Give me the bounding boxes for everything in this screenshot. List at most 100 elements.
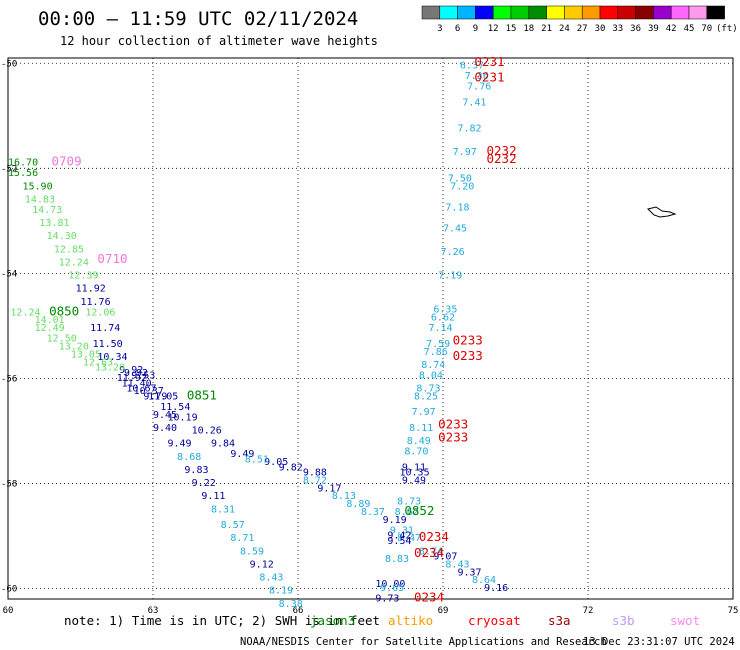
color-scale-swatch (492, 5, 512, 20)
pass-time-label: 0233 (438, 416, 468, 431)
wave-height-value: 12.49 (35, 323, 65, 334)
satellite-legend-swot: swot (670, 613, 700, 628)
wave-height-value: 10.37 (134, 386, 164, 397)
y-tick-label: -56 (1, 374, 17, 384)
wave-height-value: 14.73 (32, 205, 62, 216)
color-scale-swatch (475, 5, 494, 20)
wave-height-value: 7.20 (450, 181, 474, 192)
pass-time-label: 0709 (52, 154, 82, 169)
wave-height-value: 8.51 (245, 454, 269, 465)
wave-height-value: 8.83 (385, 554, 409, 565)
color-scale-swatch (564, 5, 583, 20)
wave-height-value: 9.54 (387, 536, 411, 547)
wave-height-value: 8.49 (407, 436, 431, 447)
wave-height-value: 6.62 (431, 313, 455, 324)
wave-height-value: 7.97 (412, 407, 436, 418)
wave-height-value: 7.45 (443, 223, 467, 234)
color-scale-swatch (457, 5, 476, 20)
pass-time-labels: 0231023102320232070907100850023302330851… (49, 54, 517, 605)
pass-time-label: 0850 (49, 303, 79, 318)
wave-height-value: 7.19 (438, 271, 462, 282)
wave-height-value: 13.29 (95, 363, 125, 374)
wave-height-value: 11.92 (76, 284, 106, 295)
wave-height-value: 7.86 (424, 347, 448, 358)
wave-height-value: 8.57 (221, 520, 245, 531)
color-scale-swatch (688, 5, 708, 20)
color-scale-tick: 6 (455, 24, 460, 34)
satellite-legend-altiko: altiko (388, 613, 433, 628)
wave-height-value: 12.24 (59, 257, 89, 268)
wave-height-value: 10.26 (192, 426, 222, 437)
x-tick-label: 66 (293, 606, 304, 616)
pass-time-label: 0233 (438, 429, 468, 444)
wave-height-value: 7.50 (448, 173, 472, 184)
y-tick-label: -50 (1, 59, 17, 69)
wave-height-value: 8.73 (397, 496, 421, 507)
wave-height-value: 9.40 (153, 423, 177, 434)
wave-height-value: 8.71 (230, 533, 254, 544)
wave-height-value: 9.88 (303, 468, 327, 479)
wave-height-value: 8.04 (419, 370, 443, 381)
pass-time-label: 0232 (487, 151, 517, 166)
wave-height-value: 9.84 (211, 439, 235, 450)
wave-height-value: 11.40 (122, 378, 152, 389)
wave-height-value: 13.81 (39, 218, 69, 229)
wave-height-value: 11.05 (148, 391, 178, 402)
x-tick-label: 75 (728, 606, 739, 616)
x-tick-label: 63 (148, 606, 159, 616)
color-scale-tick: 24 (559, 24, 570, 34)
wave-height-value: 9.49 (230, 449, 254, 460)
wave-height-value: 8.37 (361, 507, 385, 518)
wave-height-value: 8.13 (332, 491, 356, 502)
chart-subtitle: 12 hour collection of altimeter wave hei… (60, 34, 378, 48)
wave-height-value: 8.19 (269, 586, 293, 597)
wave-height-value: 7.18 (445, 202, 469, 213)
satellite-legend-s3b: s3b (612, 613, 635, 628)
wave-height-value: 15.90 (23, 181, 53, 192)
wave-height-value: 8.59 (240, 546, 264, 557)
wave-height-value: 12.50 (47, 334, 77, 345)
pass-time-label: 0234 (414, 590, 444, 605)
plot-frame (7, 57, 734, 600)
wave-height-value: 9.42 (387, 531, 411, 542)
color-scale-swatch (653, 5, 672, 20)
wave-height-value: 11.50 (93, 339, 123, 350)
axis-tick-labels: 60 63 66 69 72 75 -50 -52 -54 -56 -58 -60 (1, 59, 738, 616)
color-scale-swatch (670, 5, 690, 20)
wave-height-value: 6.37 (460, 61, 484, 72)
x-tick-label: 69 (438, 606, 449, 616)
color-scale-tick: 30 (595, 24, 606, 34)
wave-height-value: 9.92 (124, 368, 148, 379)
wave-height-value: 9.73 (375, 594, 399, 605)
color-scale-tick: 45 (684, 24, 695, 34)
wave-height-value: 10.67 (126, 384, 156, 395)
color-scale-tick: 39 (648, 24, 659, 34)
wave-height-value: 8.43 (259, 573, 283, 584)
wave-height-value: 12.63 (83, 357, 113, 368)
wave-height-value: 10.19 (168, 412, 198, 423)
wave-height-value: 9.16 (484, 583, 508, 594)
wave-height-value: 14.30 (47, 231, 77, 242)
wave-height-value: 8.68 (177, 452, 201, 463)
color-scale-swatch (706, 5, 725, 20)
satellite-legend: jason3 altiko cryosat s3a s3b swot (310, 613, 700, 628)
wave-height-value: 9.37 (458, 567, 482, 578)
wave-height-value: 7.14 (429, 323, 453, 334)
color-scale-tick: 36 (630, 24, 641, 34)
wave-height-value: 8.11 (409, 423, 433, 434)
wave-height-value: 9.17 (317, 483, 341, 494)
wave-height-value: 11.74 (90, 323, 120, 334)
pass-time-label: 0234 (414, 545, 444, 560)
wave-height-value: 13.20 (59, 342, 89, 353)
chart-title: 00:00 – 11:59 UTC 02/11/2024 (38, 8, 358, 30)
pass-time-label: 0233 (453, 332, 483, 347)
footer-note: note: 1) Time is in UTC; 2) SWH is in fe… (64, 613, 380, 628)
wave-height-value: 7.26 (441, 247, 465, 258)
satellite-legend-cryosat: cryosat (468, 613, 521, 628)
wave-height-value: 9.05 (264, 457, 288, 468)
wave-height-value: 7.41 (462, 97, 486, 108)
wave-height-value: 9.07 (433, 552, 457, 563)
wave-height-value: 11.76 (81, 297, 111, 308)
wave-height-value: 8.72 (303, 475, 327, 486)
wave-height-value: 9.19 (383, 515, 407, 526)
